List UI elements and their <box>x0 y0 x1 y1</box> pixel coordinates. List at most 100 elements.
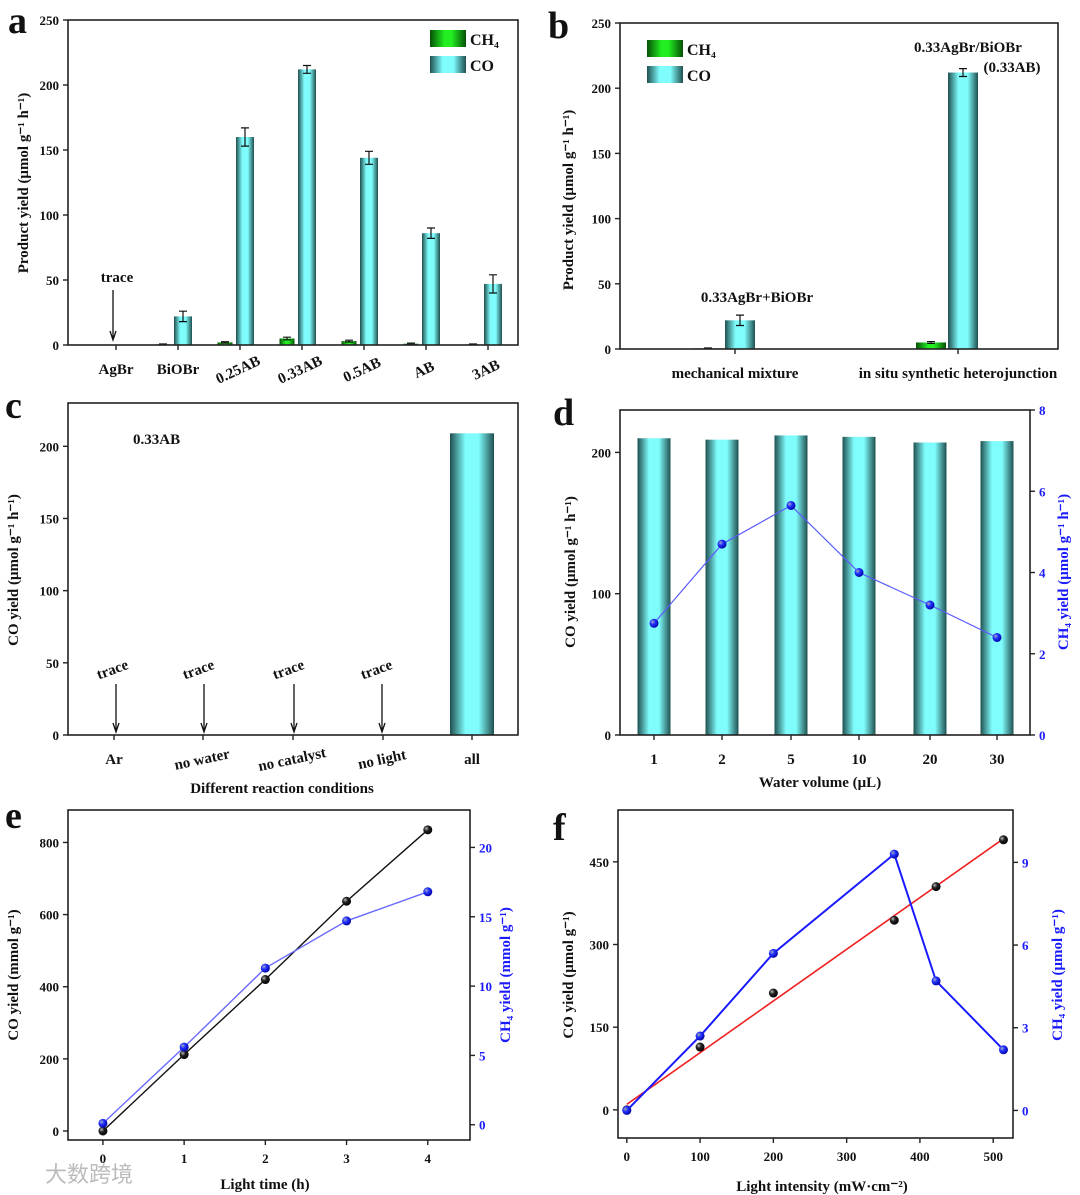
y-tick-label: 150 <box>40 511 60 526</box>
ch4-point-0 <box>98 1118 108 1128</box>
co-point-3 <box>342 896 352 906</box>
bar-ch4-1 <box>916 342 946 349</box>
y-tick-label: 50 <box>598 277 611 292</box>
ch4-point-1 <box>179 1042 189 1052</box>
x-axis-title: Different reaction conditions <box>190 781 374 797</box>
y-axis-title: CO yield (μmol g⁻¹ h⁻¹) <box>563 496 579 648</box>
x-tick-label: 1 <box>181 1151 188 1166</box>
annotation: trace <box>101 270 134 286</box>
y2-tick-label: 6 <box>1039 484 1046 499</box>
legend-swatch-ch4 <box>647 40 683 57</box>
y2-tick-label: 2 <box>1039 647 1046 662</box>
error-bar-ch4-3 <box>283 336 291 341</box>
y-tick-label: 150 <box>590 1020 610 1035</box>
axes-frame <box>617 809 1014 1139</box>
y-tick-label: 100 <box>40 208 60 223</box>
ch4-point-0 <box>649 618 659 628</box>
arrow-icon <box>109 290 117 343</box>
y-tick-label: 450 <box>590 855 610 870</box>
y-tick-label: 100 <box>592 212 612 227</box>
legend-label-ch4: CH₄ <box>687 42 716 59</box>
panel-b: b 0 50 100 150 200 250 mechanical mixture in sit… <box>548 5 1059 382</box>
x-tick-label: 0 <box>100 1151 107 1166</box>
x-tick-label: 400 <box>910 1149 930 1164</box>
bar-co-4 <box>913 442 947 735</box>
x-tick-label: mechanical mixture <box>672 366 799 382</box>
y2-tick-label: 9 <box>1022 855 1029 870</box>
bar-co-4 <box>360 157 378 345</box>
axes-frame <box>619 409 1031 736</box>
ch4-point-2 <box>768 948 778 958</box>
x-tick-label: 0.33AB <box>276 353 325 387</box>
y2-tick-label: 10 <box>479 979 492 994</box>
panel-letter: c <box>5 385 22 427</box>
y2-tick-label: 0 <box>479 1118 486 1133</box>
x-tick-label: no light <box>357 747 408 773</box>
error-bar-co-4 <box>365 150 373 165</box>
y-tick-label: 200 <box>40 1052 60 1067</box>
ch4-line <box>102 891 429 1124</box>
x-tick-label: all <box>464 752 480 768</box>
error-bar-co-1 <box>959 68 967 78</box>
y-tick-label: 300 <box>590 938 610 953</box>
ch4-point-2 <box>260 963 270 973</box>
co-point-4 <box>931 882 941 892</box>
bar-co-2 <box>236 137 254 345</box>
arrow-icon <box>290 684 298 735</box>
co-point-0 <box>98 1126 108 1136</box>
legend-swatch-co <box>430 56 466 73</box>
y2-axis-title: CH₄ yield (μmol g⁻¹) <box>1050 909 1066 1041</box>
legend-swatch-ch4 <box>430 30 466 47</box>
y2-tick-label: 4 <box>1039 566 1046 581</box>
bar-co-2 <box>774 435 808 735</box>
panel-d: d 0 100 200 0 2 4 6 8 1 2 5 10 20 30 CO yield (μmol g⁻¹… <box>553 392 1072 791</box>
co-point-4 <box>423 825 433 835</box>
y-tick-label: 0 <box>603 1103 610 1118</box>
panel-c: c 0 50 100 150 200 Ar no water no catalyst no lig… <box>5 385 519 797</box>
y-tick-label: 200 <box>592 445 612 460</box>
x-tick-label: 0 <box>624 1149 631 1164</box>
ch4-point-0 <box>622 1105 632 1115</box>
x-axis-title: Water volume (μL) <box>759 775 881 791</box>
x-tick-label: AgBr <box>99 362 134 378</box>
y-tick-label: 0 <box>53 338 60 353</box>
annotation: trace <box>359 657 395 683</box>
co-point-2 <box>768 988 778 998</box>
co-point-3 <box>889 915 899 925</box>
y-tick-label: 0 <box>605 342 612 357</box>
ch4-point-1 <box>717 539 727 549</box>
x-tick-label: 500 <box>983 1149 1003 1164</box>
error-bar-co-1 <box>179 310 187 323</box>
error-bar-ch4-2 <box>221 341 229 344</box>
axes-frame <box>619 22 1059 350</box>
y-axis-title: Product yield (μmol g⁻¹ h⁻¹) <box>16 93 32 274</box>
annotation: 0.33AB <box>133 432 180 448</box>
y-tick-label: 0 <box>605 728 612 743</box>
error-bar-co-0 <box>736 314 744 327</box>
x-tick-label: no water <box>173 746 232 773</box>
x-tick-label: 2 <box>262 1151 269 1166</box>
y2-tick-label: 3 <box>1022 1021 1029 1036</box>
x-tick-label: 2 <box>718 752 726 768</box>
ch4-point-4 <box>925 600 935 610</box>
bar-co-1 <box>174 316 192 345</box>
arrow-icon <box>378 684 386 735</box>
x-tick-label: 5 <box>787 752 795 768</box>
annotation: trace <box>271 657 307 683</box>
y-tick-label: 150 <box>40 143 60 158</box>
bar-ch4-4 <box>341 341 357 345</box>
annotation: trace <box>95 657 131 683</box>
x-tick-label: 100 <box>690 1149 710 1164</box>
y-tick-label: 150 <box>592 146 612 161</box>
x-tick-label: 3AB <box>470 357 502 383</box>
y-tick-label: 250 <box>592 16 612 31</box>
bar-co-5 <box>422 233 440 345</box>
legend-swatch-co <box>647 66 683 83</box>
legend-label-co: CO <box>687 68 711 85</box>
panel-letter: a <box>8 0 27 42</box>
x-axis-title: Light intensity (mW·cm⁻²) <box>736 1179 908 1195</box>
error-bar-ch4-4 <box>345 339 353 343</box>
panel-letter: d <box>553 392 574 434</box>
y-tick-label: 600 <box>40 908 60 923</box>
